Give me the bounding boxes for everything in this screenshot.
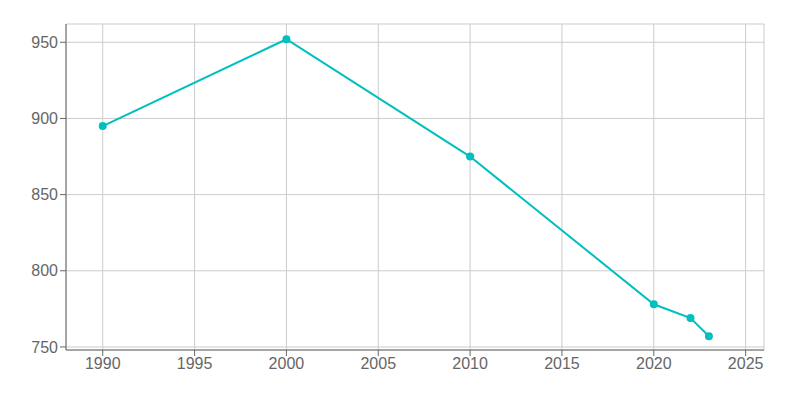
svg-text:1995: 1995 [177,355,213,372]
svg-text:750: 750 [31,339,58,356]
svg-text:2000: 2000 [269,355,305,372]
svg-text:900: 900 [31,110,58,127]
svg-text:2020: 2020 [636,355,672,372]
svg-text:2015: 2015 [544,355,580,372]
svg-text:850: 850 [31,186,58,203]
svg-text:2005: 2005 [360,355,396,372]
svg-text:2010: 2010 [452,355,488,372]
svg-text:2025: 2025 [728,355,764,372]
svg-text:950: 950 [31,34,58,51]
svg-text:800: 800 [31,262,58,279]
svg-text:1990: 1990 [85,355,121,372]
